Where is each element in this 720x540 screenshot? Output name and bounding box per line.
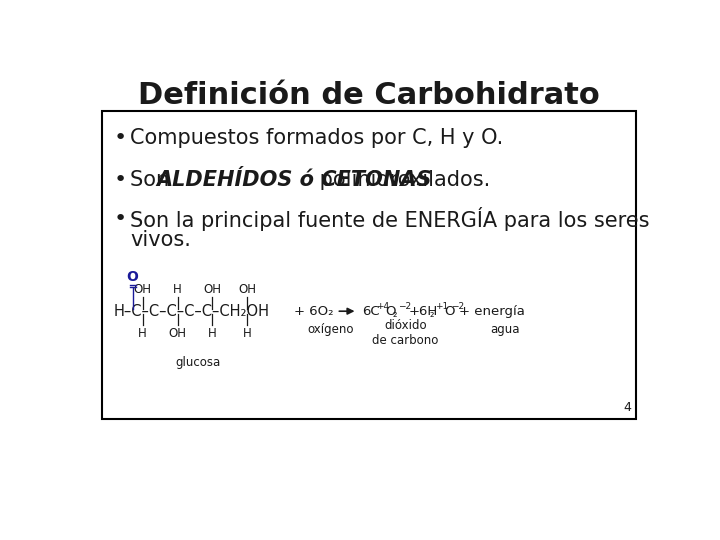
Text: OH: OH — [168, 327, 186, 340]
Text: H: H — [243, 327, 252, 340]
Text: polihidroxilados.: polihidroxilados. — [313, 170, 490, 190]
Text: +1: +1 — [435, 302, 448, 311]
Text: +4: +4 — [376, 302, 389, 311]
Text: OH: OH — [204, 283, 222, 296]
Text: ₂: ₂ — [392, 309, 397, 319]
Text: Son la principal fuente de ENERGÍA para los seres: Son la principal fuente de ENERGÍA para … — [130, 207, 649, 231]
FancyBboxPatch shape — [102, 111, 636, 419]
Text: O: O — [444, 305, 454, 318]
Text: OH: OH — [134, 283, 152, 296]
Text: •: • — [113, 209, 127, 229]
Text: H: H — [174, 283, 182, 296]
Text: •: • — [113, 128, 127, 148]
Text: + energía: + energía — [459, 305, 525, 318]
Text: H: H — [138, 327, 147, 340]
Text: oxígeno: oxígeno — [307, 323, 354, 336]
Text: −2: −2 — [398, 302, 412, 311]
Text: •: • — [113, 170, 127, 190]
Text: O: O — [385, 305, 396, 318]
Text: 4: 4 — [623, 401, 631, 414]
Text: vivos.: vivos. — [130, 230, 192, 249]
Text: Definición de Carbohidrato: Definición de Carbohidrato — [138, 81, 600, 110]
Text: +6H: +6H — [408, 305, 438, 318]
Text: agua: agua — [490, 323, 519, 336]
Text: OH: OH — [238, 283, 256, 296]
Text: glucosa: glucosa — [176, 356, 221, 369]
Text: Son: Son — [130, 170, 176, 190]
Text: dióxido
de carbono: dióxido de carbono — [372, 319, 438, 347]
Text: O: O — [127, 270, 138, 284]
Text: H: H — [208, 327, 217, 340]
Text: Compuestos formados por C, H y O.: Compuestos formados por C, H y O. — [130, 128, 503, 148]
Text: 6C: 6C — [362, 305, 379, 318]
Text: H–C–C–C–C–C–CH₂OH: H–C–C–C–C–C–CH₂OH — [113, 303, 269, 319]
Text: ₂: ₂ — [429, 309, 434, 319]
Text: ALDEHÍDOS ó CETONAS: ALDEHÍDOS ó CETONAS — [157, 170, 432, 190]
Text: −2: −2 — [451, 302, 464, 311]
Text: + 6O₂: + 6O₂ — [294, 305, 333, 318]
